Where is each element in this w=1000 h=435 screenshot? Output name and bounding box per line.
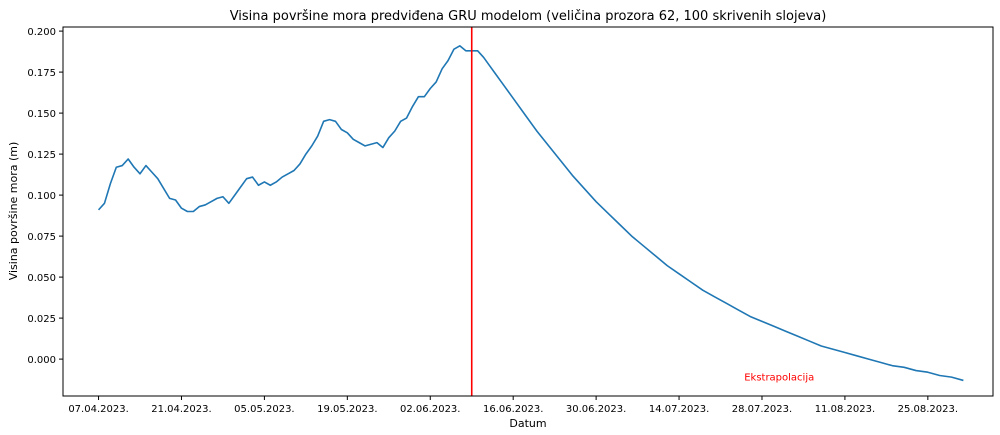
y-tick-label: 0.175 [27,68,56,79]
plot-frame [62,26,994,397]
y-tick-label: 0.000 [27,355,56,366]
y-tick-label: 0.050 [27,273,56,284]
x-tick-label: 19.05.2023. [317,404,377,415]
x-tick-label: 25.08.2023. [898,404,958,415]
y-tick-label: 0.025 [27,314,56,325]
plot-area: Ekstrapolacija 07.04.2023. 21.04.2023. 05.0… [27,26,994,415]
y-axis-label: Visina površine mora (m) [7,142,20,281]
x-tick-label: 16.06.2023. [483,404,543,415]
y-tick-label: 0.200 [27,27,56,38]
y-tick-label: 0.125 [27,150,56,161]
x-tick-label: 30.06.2023. [566,404,626,415]
series-line-0 [97,45,964,382]
y-tick-label: 0.075 [27,232,56,243]
x-tick-label: 28.07.2023. [732,404,792,415]
x-tick-label: 11.08.2023. [815,404,875,415]
x-tick-label: 05.05.2023. [234,404,294,415]
x-axis-label: Datum [509,417,546,430]
chart-title: Visina površine mora predviđena GRU mode… [230,9,827,24]
x-tick-label: 07.04.2023. [68,404,128,415]
annotation-label: Ekstrapolacija [744,372,814,383]
x-tick-label: 14.07.2023. [649,404,709,415]
x-tick-label: 02.06.2023. [400,404,460,415]
x-tick-label: 21.04.2023. [151,404,211,415]
y-tick-label: 0.100 [27,191,56,202]
y-tick-label: 0.150 [27,109,56,120]
